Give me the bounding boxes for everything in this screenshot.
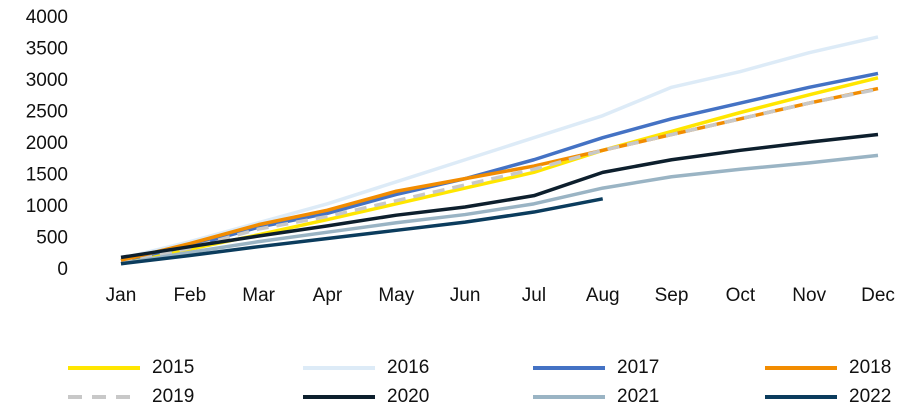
legend-label: 2021	[617, 386, 659, 407]
legend-label: 2017	[617, 357, 659, 378]
series-line	[120, 197, 604, 266]
x-tick-label: Jan	[106, 285, 137, 306]
y-tick-label: 500	[36, 228, 68, 249]
x-tick-label: Aug	[586, 285, 620, 306]
series-line	[120, 153, 879, 266]
series-line	[120, 35, 879, 261]
series-line	[120, 71, 879, 263]
legend-label: 2016	[387, 357, 429, 378]
x-tick-label: Feb	[173, 285, 206, 306]
x-tick-label: Nov	[792, 285, 826, 306]
x-tick-label: Jul	[522, 285, 546, 306]
x-tick-label: May	[378, 285, 414, 306]
legend-label: 2022	[849, 386, 891, 407]
x-tick-label: Sep	[655, 285, 689, 306]
x-tick-label: Oct	[726, 285, 756, 306]
x-tick-label: Jun	[450, 285, 481, 306]
legend-label: 2020	[387, 386, 429, 407]
y-tick-label: 3000	[26, 70, 68, 91]
y-tick-label: 2000	[26, 133, 68, 154]
y-tick-label: 1500	[26, 165, 68, 186]
series-line	[120, 87, 879, 266]
x-tick-label: Mar	[242, 285, 275, 306]
legend-label: 2015	[152, 357, 194, 378]
legend-label: 2018	[849, 357, 891, 378]
series-line	[120, 132, 879, 260]
x-tick-label: Dec	[861, 285, 895, 306]
legend-label: 2019	[152, 386, 194, 407]
x-tick-label: Apr	[313, 285, 343, 306]
y-tick-label: 4000	[26, 7, 68, 28]
y-tick-label: 1000	[26, 196, 68, 217]
y-tick-label: 2500	[26, 102, 68, 123]
y-tick-label: 3500	[26, 39, 68, 60]
y-tick-label: 0	[57, 259, 68, 280]
